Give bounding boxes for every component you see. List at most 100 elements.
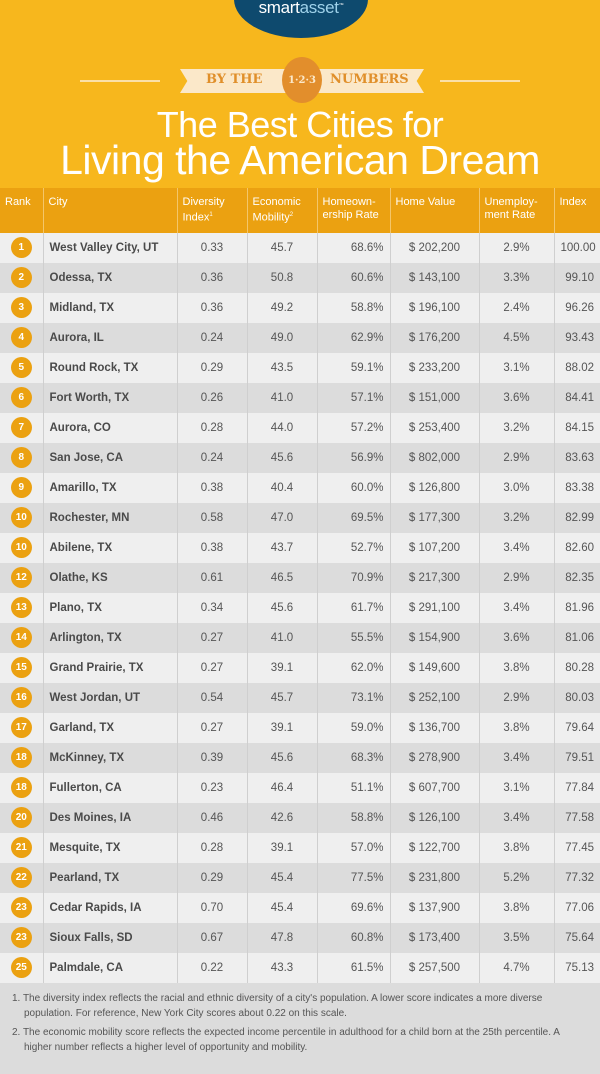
home-value-cell: $ 107,200 — [390, 532, 480, 563]
city-cell: Amarillo, TX — [43, 472, 178, 503]
diversity-cell: 0.61 — [177, 562, 248, 593]
diversity-cell: 0.54 — [177, 682, 248, 713]
mobility-cell: 41.0 — [247, 622, 318, 653]
homeownership-cell: 62.9% — [317, 322, 391, 353]
rank-badge: 18 — [10, 747, 32, 769]
rank-badge: 14 — [10, 627, 32, 649]
homeownership-cell: 57.2% — [317, 412, 391, 443]
col-diversity: Diversity Index1 — [177, 188, 248, 233]
city-cell: Cedar Rapids, IA — [43, 892, 178, 923]
homeownership-cell: 60.0% — [317, 472, 391, 503]
diversity-cell: 0.58 — [177, 502, 248, 533]
unemployment-cell: 3.8% — [479, 892, 555, 923]
homeownership-cell: 69.6% — [317, 892, 391, 923]
home-value-cell: $ 231,800 — [390, 862, 480, 893]
rank-cell: 10 — [0, 502, 44, 533]
rank-badge: 10 — [10, 537, 32, 559]
mobility-cell: 39.1 — [247, 652, 318, 683]
homeownership-cell: 61.7% — [317, 592, 391, 623]
home-value-cell: $ 143,100 — [390, 262, 480, 293]
diversity-cell: 0.24 — [177, 322, 248, 353]
index-cell: 77.06 — [554, 892, 600, 923]
homeownership-cell: 56.9% — [317, 442, 391, 473]
diversity-cell: 0.26 — [177, 382, 248, 413]
mobility-cell: 47.8 — [247, 922, 318, 953]
homeownership-cell: 77.5% — [317, 862, 391, 893]
rank-badge: 17 — [10, 717, 32, 739]
homeownership-cell: 55.5% — [317, 622, 391, 653]
rank-badge: 18 — [10, 777, 32, 799]
rank-cell: 3 — [0, 292, 44, 323]
unemployment-cell: 3.2% — [479, 502, 555, 533]
unemployment-cell: 2.9% — [479, 232, 555, 263]
index-cell: 82.60 — [554, 532, 600, 563]
city-cell: West Jordan, UT — [43, 682, 178, 713]
home-value-cell: $ 151,000 — [390, 382, 480, 413]
table-row: 25 Palmdale, CA 0.22 43.3 61.5% $ 257,500 4.7%… — [0, 952, 600, 983]
banner-left-text: BY THE — [206, 72, 263, 87]
homeownership-cell: 60.6% — [317, 262, 391, 293]
homeownership-cell: 58.8% — [317, 292, 391, 323]
table-row: 10 Abilene, TX 0.38 43.7 52.7% $ 107,200 3.4% 8… — [0, 532, 600, 563]
table-row: 1 West Valley City, UT 0.33 45.7 68.6% $ 202,… — [0, 232, 600, 263]
index-cell: 77.84 — [554, 772, 600, 803]
index-cell: 82.99 — [554, 502, 600, 533]
home-value-cell: $ 278,900 — [390, 742, 480, 773]
rank-cell: 20 — [0, 802, 44, 833]
index-cell: 81.06 — [554, 622, 600, 653]
city-cell: Rochester, MN — [43, 502, 178, 533]
unemployment-cell: 2.9% — [479, 682, 555, 713]
table-row: 5 Round Rock, TX 0.29 43.5 59.1% $ 233,200 3.1… — [0, 352, 600, 383]
index-cell: 77.45 — [554, 832, 600, 863]
unemployment-cell: 4.7% — [479, 952, 555, 983]
rank-cell: 15 — [0, 652, 44, 683]
rank-badge: 23 — [10, 927, 32, 949]
col-rank: Rank — [0, 188, 44, 233]
diversity-cell: 0.38 — [177, 532, 248, 563]
table-row: 18 McKinney, TX 0.39 45.6 68.3% $ 278,900 3.4%… — [0, 742, 600, 773]
rank-cell: 18 — [0, 772, 44, 803]
home-value-cell: $ 137,900 — [390, 892, 480, 923]
unemployment-cell: 4.5% — [479, 322, 555, 353]
home-value-cell: $ 173,400 — [390, 922, 480, 953]
mobility-cell: 43.3 — [247, 952, 318, 983]
unemployment-cell: 3.1% — [479, 352, 555, 383]
diversity-cell: 0.27 — [177, 712, 248, 743]
unemployment-cell: 3.4% — [479, 592, 555, 623]
mobility-cell: 43.7 — [247, 532, 318, 563]
rank-badge: 22 — [10, 867, 32, 889]
city-cell: Aurora, CO — [43, 412, 178, 443]
mobility-cell: 45.4 — [247, 892, 318, 923]
table-row: 15 Grand Prairie, TX 0.27 39.1 62.0% $ 149,60… — [0, 652, 600, 683]
mobility-cell: 45.6 — [247, 592, 318, 623]
unemployment-cell: 2.9% — [479, 442, 555, 473]
mobility-cell: 45.6 — [247, 742, 318, 773]
rank-cell: 25 — [0, 952, 44, 983]
city-cell: West Valley City, UT — [43, 232, 178, 263]
homeownership-cell: 58.8% — [317, 802, 391, 833]
homeownership-cell: 57.1% — [317, 382, 391, 413]
rank-badge: 4 — [10, 327, 32, 349]
diversity-cell: 0.38 — [177, 472, 248, 503]
rank-badge: 6 — [10, 387, 32, 409]
table-row: 18 Fullerton, CA 0.23 46.4 51.1% $ 607,700 3.1… — [0, 772, 600, 803]
mobility-cell: 49.2 — [247, 292, 318, 323]
home-value-cell: $ 126,800 — [390, 472, 480, 503]
mobility-cell: 46.4 — [247, 772, 318, 803]
rank-cell: 7 — [0, 412, 44, 443]
mobility-cell: 40.4 — [247, 472, 318, 503]
mobility-cell: 50.8 — [247, 262, 318, 293]
home-value-cell: $ 607,700 — [390, 772, 480, 803]
home-value-cell: $ 136,700 — [390, 712, 480, 743]
rank-badge: 23 — [10, 897, 32, 919]
city-cell: McKinney, TX — [43, 742, 178, 773]
col-mobility: Economic Mobility2 — [247, 188, 318, 233]
col-home-value: Home Value — [390, 188, 480, 233]
index-cell: 77.58 — [554, 802, 600, 833]
homeownership-cell: 69.5% — [317, 502, 391, 533]
homeownership-cell: 70.9% — [317, 562, 391, 593]
diversity-cell: 0.34 — [177, 592, 248, 623]
city-cell: Fullerton, CA — [43, 772, 178, 803]
mobility-cell: 44.0 — [247, 412, 318, 443]
rank-cell: 8 — [0, 442, 44, 473]
